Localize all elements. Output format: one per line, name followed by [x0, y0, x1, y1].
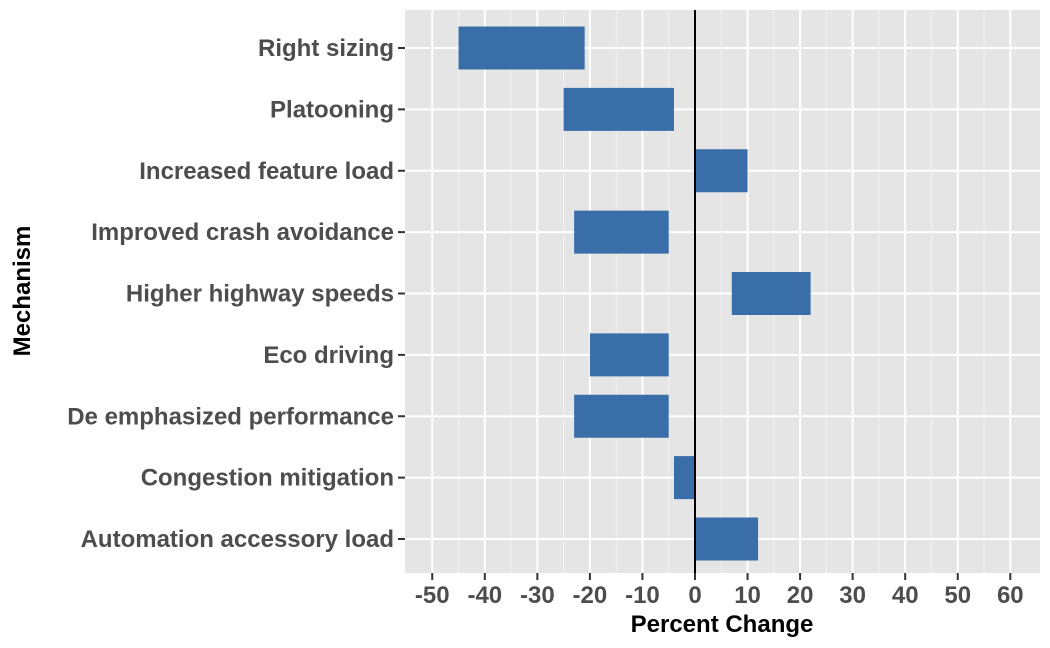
- x-tick-label: 20: [787, 582, 814, 609]
- y-tick-label: Higher highway speeds: [126, 281, 394, 308]
- bar-4: [731, 272, 811, 315]
- x-tick-label: -50: [415, 582, 450, 609]
- bars: [458, 26, 811, 561]
- bar-3: [574, 210, 669, 254]
- y-axis-ticks: Right sizing Platooning Increased feature …: [67, 35, 405, 553]
- y-tick-label: Automation accessory load: [81, 526, 394, 553]
- x-tick-label: 40: [892, 582, 919, 609]
- x-tick-label: 0: [688, 582, 701, 609]
- x-axis-ticks: -50 -40 -30 -20 -10 0 10 20 30 40 50 60: [415, 573, 1024, 609]
- y-tick-label: Increased feature load: [139, 158, 394, 185]
- bar-2: [695, 149, 748, 193]
- x-tick-label: 60: [997, 582, 1024, 609]
- x-tick-label: 10: [734, 582, 761, 609]
- x-tick-label: -10: [625, 582, 660, 609]
- bar-7: [673, 456, 695, 500]
- x-tick-label: 30: [839, 582, 866, 609]
- x-tick-label: 50: [944, 582, 971, 609]
- plot-panel: [405, 10, 1040, 573]
- x-tick-label: -20: [573, 582, 608, 609]
- y-tick-label: Right sizing: [258, 35, 394, 62]
- bar-5: [589, 333, 669, 377]
- x-axis-title: Percent Change: [631, 611, 814, 638]
- y-tick-label: Eco driving: [263, 342, 394, 369]
- bar-8: [695, 517, 759, 561]
- y-tick-label: Congestion mitigation: [141, 465, 394, 492]
- bar-0: [458, 26, 585, 70]
- y-axis-title: Mechanism: [9, 226, 36, 357]
- bar-1: [563, 87, 674, 131]
- y-tick-label: Platooning: [270, 96, 394, 123]
- x-tick-label: -30: [520, 582, 555, 609]
- bar-6: [574, 394, 669, 438]
- y-tick-label: De emphasized performance: [67, 403, 394, 430]
- x-tick-label: -40: [467, 582, 502, 609]
- y-tick-label: Improved crash avoidance: [91, 219, 394, 246]
